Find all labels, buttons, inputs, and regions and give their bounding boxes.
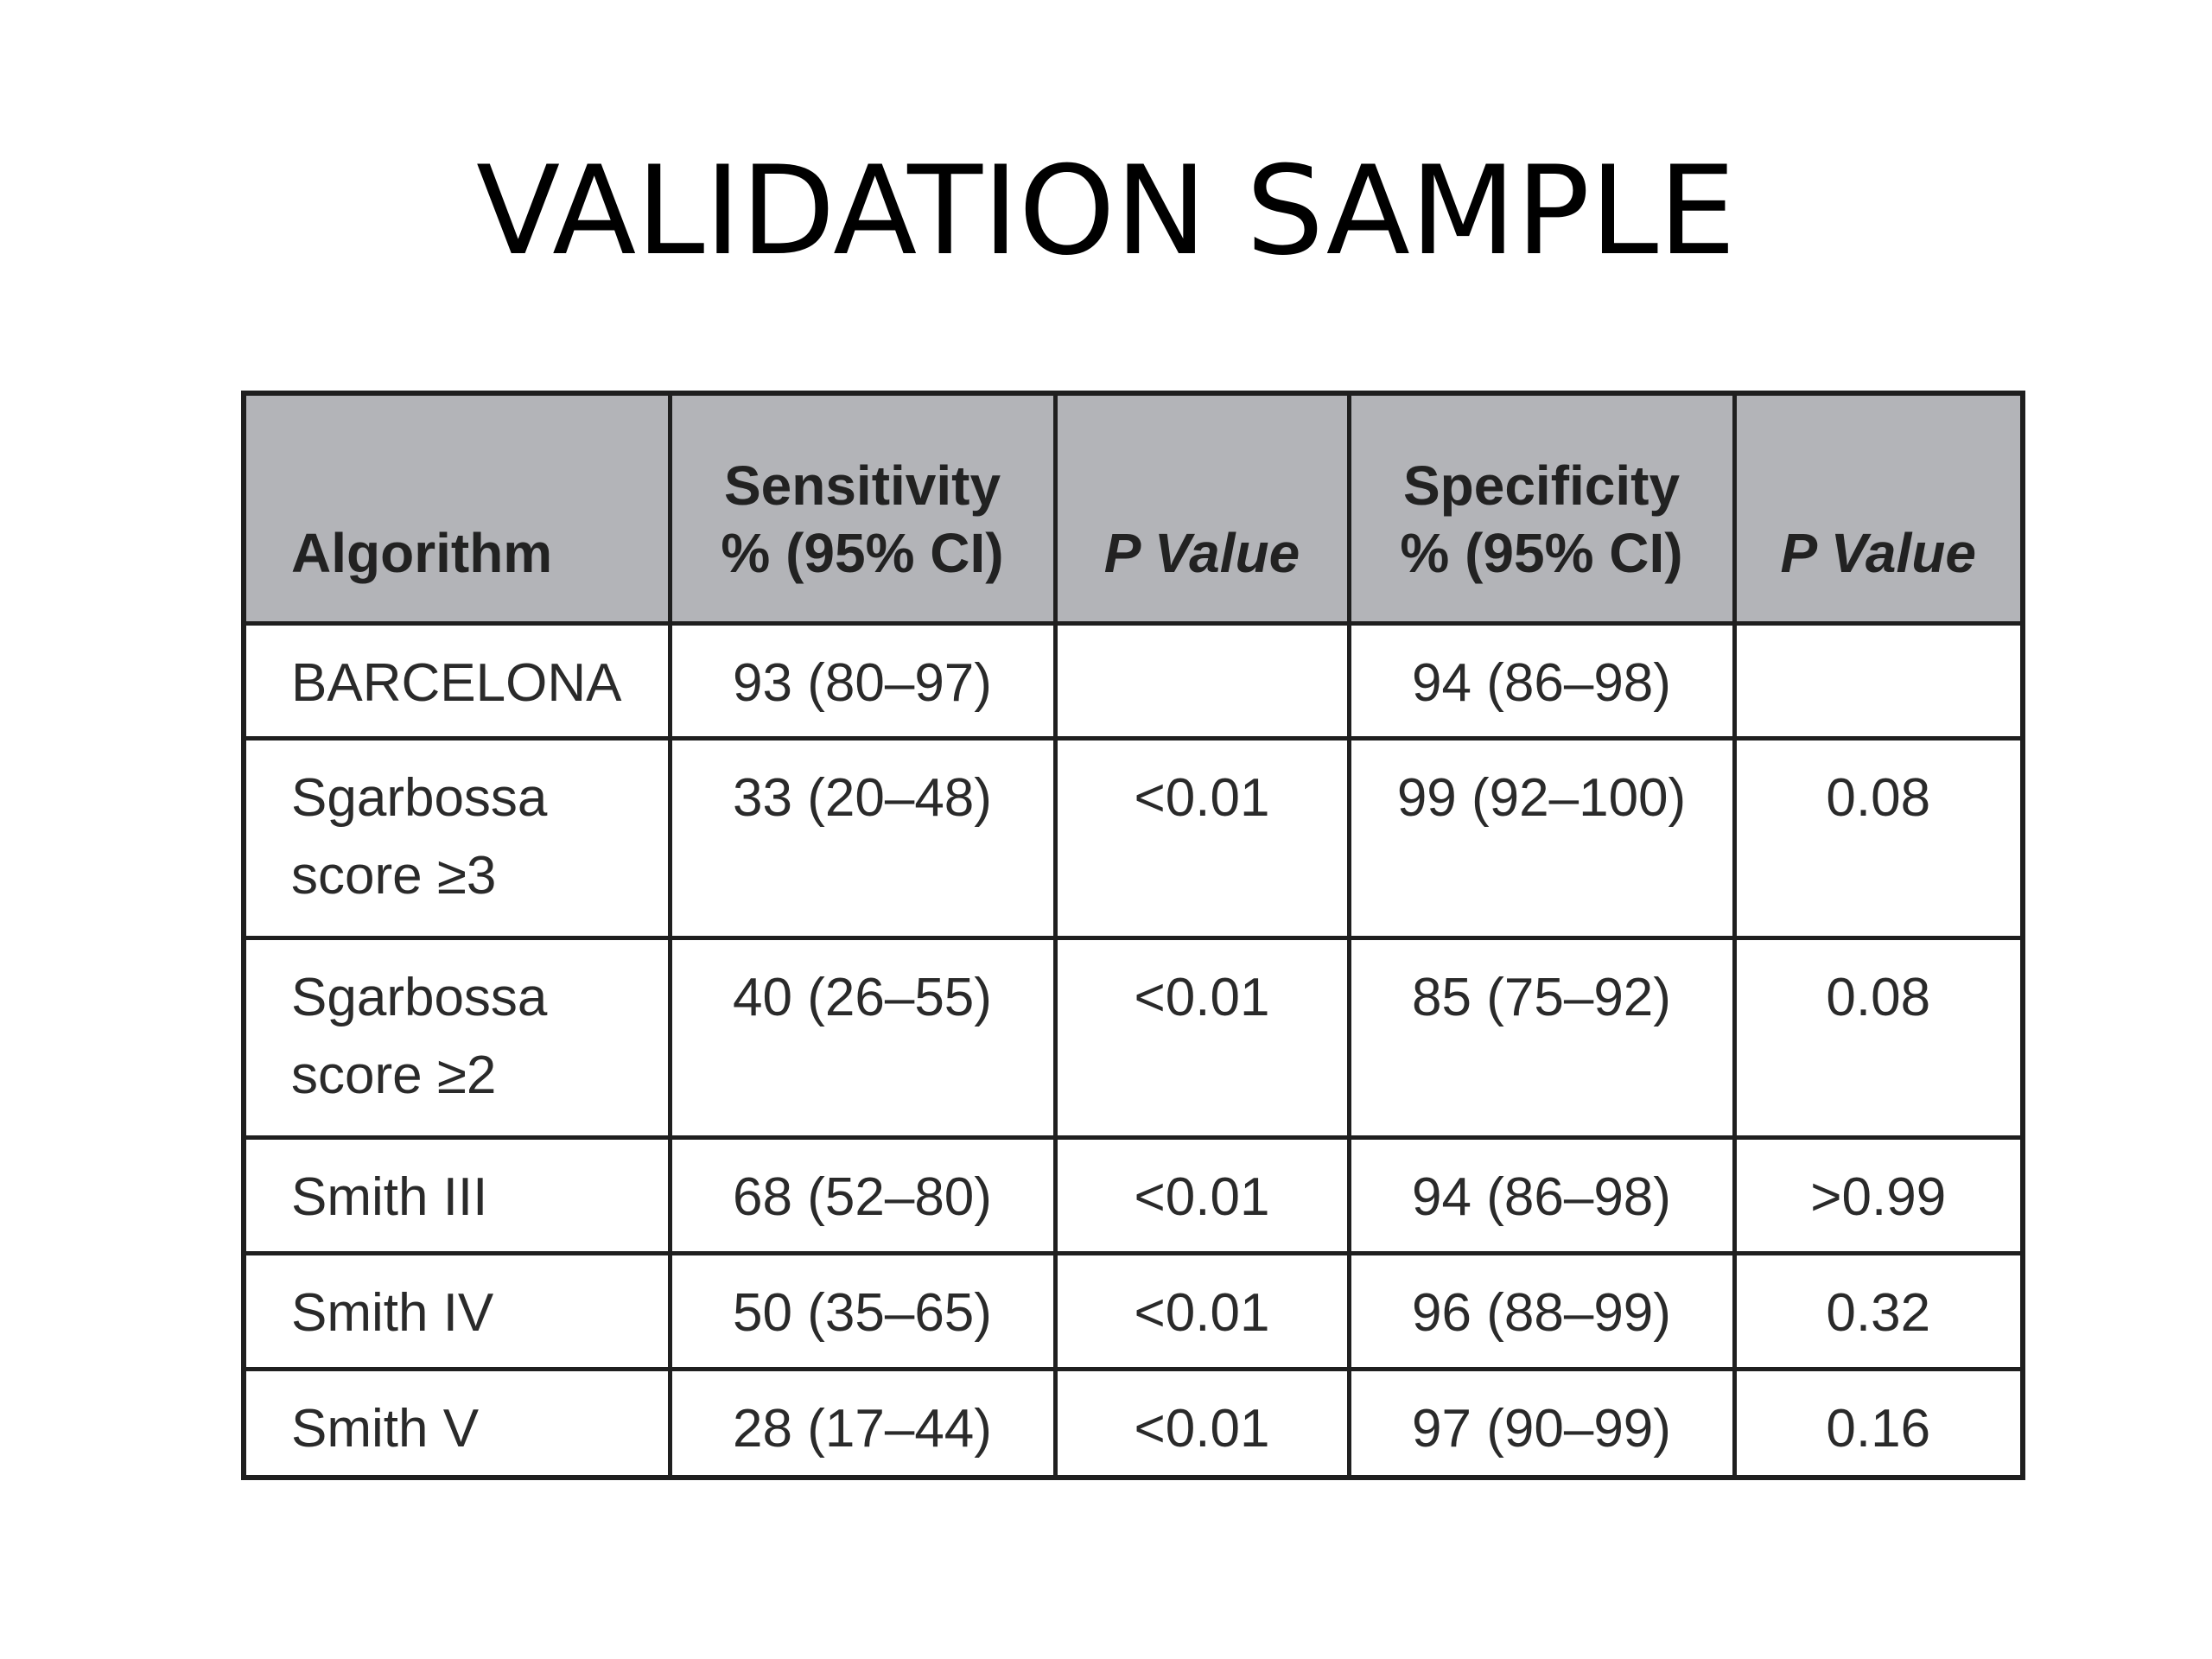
cell-specificity: 94 (86–98) bbox=[1346, 1135, 1737, 1256]
validation-results-table: Algorithm Sensitivity % (95% CI) P Value… bbox=[241, 391, 2025, 1480]
cell-algorithm: Sgarbossa score ≥3 bbox=[241, 736, 672, 941]
cell-sensitivity-p: <0.01 bbox=[1052, 1135, 1351, 1256]
cell-sensitivity: 28 (17–44) bbox=[667, 1366, 1058, 1480]
algorithm-name: Sgarbossa bbox=[291, 968, 548, 1028]
cell-sensitivity: 50 (35–65) bbox=[667, 1251, 1058, 1371]
header-sensitivity-p-value: P Value bbox=[1052, 391, 1351, 626]
algorithm-name: Smith III bbox=[291, 1167, 488, 1228]
cell-specificity: 99 (92–100) bbox=[1346, 736, 1737, 941]
table-row: Sgarbossa score ≥3 33 (20–48) <0.01 99 (… bbox=[241, 736, 2025, 941]
cell-algorithm: Smith V bbox=[241, 1366, 672, 1480]
cell-sensitivity: 40 (26–55) bbox=[667, 936, 1058, 1141]
cell-specificity-p: >0.99 bbox=[1732, 1135, 2025, 1256]
cell-sensitivity-p: <0.01 bbox=[1052, 936, 1351, 1141]
header-sensitivity-p-value-label: P Value bbox=[1103, 521, 1300, 584]
cell-specificity-p: 0.16 bbox=[1732, 1366, 2025, 1480]
table-row: BARCELONA 93 (80–97) 94 (86–98) bbox=[241, 620, 2025, 741]
cell-algorithm: Sgarbossa score ≥2 bbox=[241, 936, 672, 1141]
cell-sensitivity: 93 (80–97) bbox=[667, 620, 1058, 741]
cell-specificity: 94 (86–98) bbox=[1346, 620, 1737, 741]
cell-sensitivity-p: <0.01 bbox=[1052, 736, 1351, 941]
algorithm-name: Smith IV bbox=[291, 1283, 494, 1344]
header-sensitivity-label: Sensitivity bbox=[723, 454, 1001, 517]
header-specificity-p-value-label: P Value bbox=[1780, 521, 1976, 584]
cell-specificity-p bbox=[1732, 620, 2025, 741]
table-header-row: Algorithm Sensitivity % (95% CI) P Value… bbox=[241, 391, 2025, 626]
header-algorithm-label: Algorithm bbox=[291, 521, 553, 584]
header-sensitivity-unit: % (95% CI) bbox=[721, 521, 1004, 584]
cell-specificity: 96 (88–99) bbox=[1346, 1251, 1737, 1371]
algorithm-name-line2: score ≥3 bbox=[291, 846, 497, 906]
header-specificity-unit: % (95% CI) bbox=[1400, 521, 1683, 584]
slide-title: VALIDATION SAMPLE bbox=[476, 140, 1736, 283]
algorithm-name-line2: score ≥2 bbox=[291, 1046, 497, 1106]
table-row: Smith V 28 (17–44) <0.01 97 (90–99) 0.16 bbox=[241, 1366, 2025, 1480]
algorithm-name: Sgarbossa bbox=[291, 768, 548, 829]
table-row: Smith III 68 (52–80) <0.01 94 (86–98) >0… bbox=[241, 1135, 2025, 1256]
cell-specificity-p: 0.08 bbox=[1732, 936, 2025, 1141]
cell-algorithm: Smith IV bbox=[241, 1251, 672, 1371]
algorithm-name: Smith V bbox=[291, 1398, 480, 1459]
cell-algorithm: BARCELONA bbox=[241, 620, 672, 741]
cell-specificity-p: 0.08 bbox=[1732, 736, 2025, 941]
table-row: Sgarbossa score ≥2 40 (26–55) <0.01 85 (… bbox=[241, 936, 2025, 1141]
cell-sensitivity: 33 (20–48) bbox=[667, 736, 1058, 941]
algorithm-name: BARCELONA bbox=[291, 652, 622, 713]
results-table-container: Algorithm Sensitivity % (95% CI) P Value… bbox=[241, 391, 2025, 1480]
cell-specificity-p: 0.32 bbox=[1732, 1251, 2025, 1371]
cell-algorithm: Smith III bbox=[241, 1135, 672, 1256]
cell-sensitivity-p: <0.01 bbox=[1052, 1366, 1351, 1480]
header-sensitivity: Sensitivity % (95% CI) bbox=[667, 391, 1058, 626]
cell-sensitivity: 68 (52–80) bbox=[667, 1135, 1058, 1256]
cell-sensitivity-p bbox=[1052, 620, 1351, 741]
cell-specificity: 85 (75–92) bbox=[1346, 936, 1737, 1141]
header-algorithm: Algorithm bbox=[241, 391, 672, 626]
header-specificity-p-value: P Value bbox=[1732, 391, 2025, 626]
header-specificity: Specificity % (95% CI) bbox=[1346, 391, 1737, 626]
cell-specificity: 97 (90–99) bbox=[1346, 1366, 1737, 1480]
table-row: Smith IV 50 (35–65) <0.01 96 (88–99) 0.3… bbox=[241, 1251, 2025, 1371]
header-specificity-label: Specificity bbox=[1402, 454, 1681, 517]
cell-sensitivity-p: <0.01 bbox=[1052, 1251, 1351, 1371]
